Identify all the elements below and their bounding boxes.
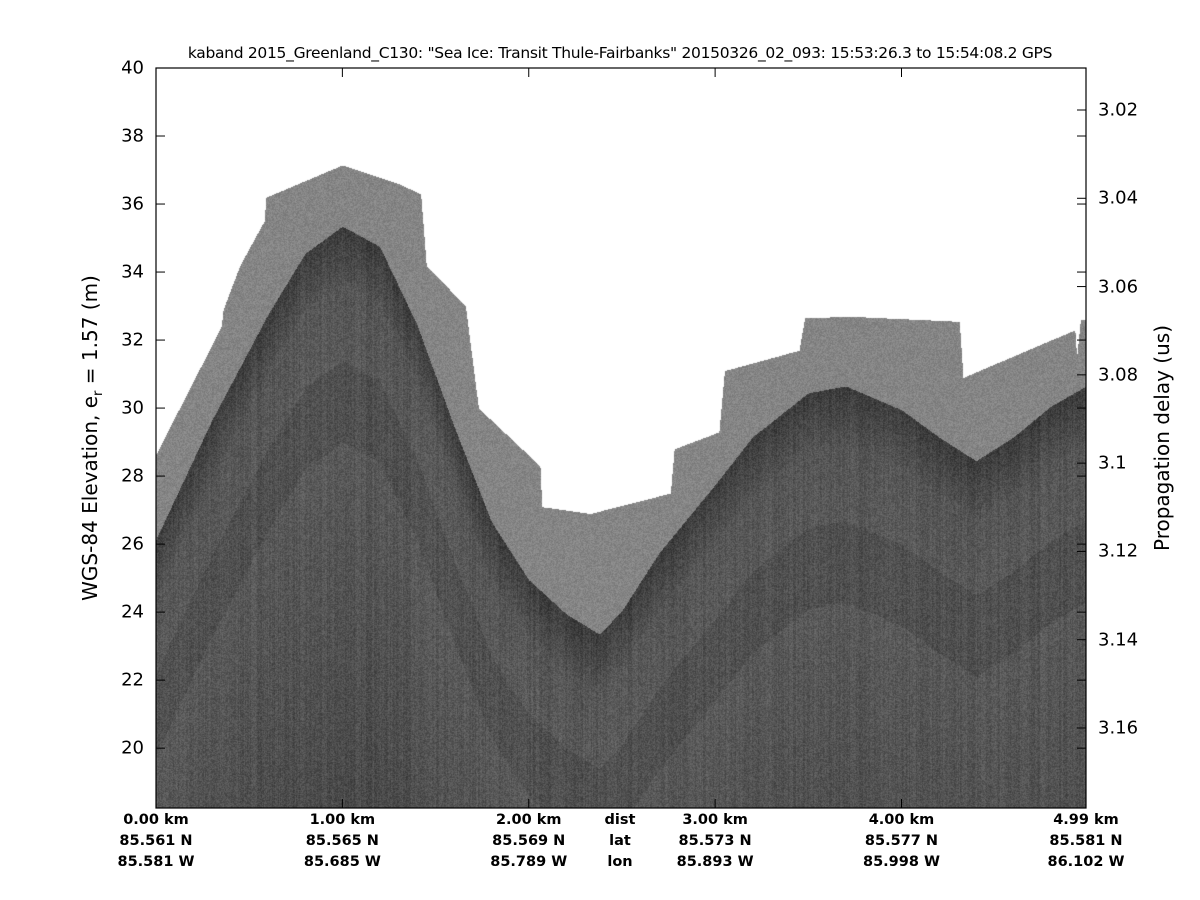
y-tick-label-left: 28 [121,465,144,487]
echogram-image [156,68,1086,808]
y-tick-label-right: 3.1 [1098,452,1127,474]
x-tick-label-lon: 86.102 W [1047,854,1125,870]
x-tick-label-dist: 4.00 km [868,812,935,828]
y-tick-label-left: 30 [121,397,144,419]
x-tick-label-lon: 85.685 W [303,854,381,870]
x-tick-label-lat: 85.561 N [119,833,193,849]
y-tick-label-left: 26 [121,533,144,555]
y-tick-label-right: 3.02 [1098,99,1139,121]
y-axis-label-left: WGS-84 Elevation, er = 1.57 (m) [78,275,106,601]
row-label-dist: dist [604,812,636,828]
y-tick-label-right: 3.12 [1098,540,1139,562]
x-tick-label-lat: 85.581 N [1049,833,1123,849]
x-tick-label-lon: 85.581 W [117,854,195,870]
y-tick-label-left: 34 [121,261,144,283]
x-tick-label-dist: 4.99 km [1053,812,1119,828]
row-label-lat: lat [609,833,631,849]
y-tick-label-left: 24 [121,601,144,623]
x-tick-label-lat: 85.569 N [492,833,566,849]
y-axis-label-suffix: = 1.57 (m) [78,275,102,391]
y-tick-label-left: 22 [121,669,144,691]
x-tick-label-lat: 85.573 N [678,833,752,849]
y-axis-label-right: Propagation delay (us) [1150,324,1174,552]
y-tick-label-left: 20 [121,737,144,759]
x-tick-label-dist: 0.00 km [123,812,189,828]
x-tick-label-lon: 85.998 W [862,854,940,870]
x-tick-label-lon: 85.789 W [490,854,568,870]
x-tick-label-dist: 3.00 km [682,812,748,828]
y-tick-label-right: 3.16 [1098,717,1139,739]
y-tick-label-right: 3.08 [1098,364,1139,386]
chart-title: kaband 2015_Greenland_C130: "Sea Ice: Tr… [187,44,1053,62]
x-tick-label-lon: 85.893 W [676,854,754,870]
x-tick-label-dist: 1.00 km [309,812,376,828]
x-tick-label-lat: 85.565 N [305,833,379,849]
y-tick-label-left: 38 [121,125,144,147]
x-tick-label-lat: 85.577 N [864,833,939,849]
y-tick-label-right: 3.14 [1098,629,1139,651]
y-tick-label-right: 3.06 [1098,276,1139,298]
plot-border [155,67,1087,809]
x-tick-label-dist: 2.00 km [495,812,562,828]
y-axis-label-subscript: r [91,390,106,396]
y-tick-label-left: 32 [121,329,144,351]
y-tick-label-left: 40 [121,57,144,79]
y-tick-label-left: 36 [121,193,144,215]
row-label-lon: lon [607,854,633,870]
y-tick-label-right: 3.04 [1098,187,1139,209]
y-axis-label-prefix: WGS-84 Elevation, e [78,395,102,601]
